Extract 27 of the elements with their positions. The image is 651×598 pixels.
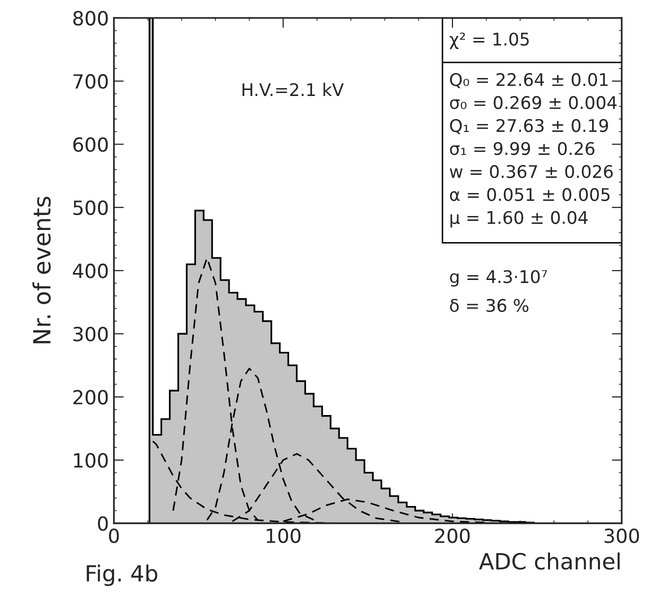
x-tick-label: 300 <box>604 528 639 544</box>
x-tick-label: 100 <box>266 528 300 544</box>
annotation: H.V.=2.1 kV <box>242 82 344 96</box>
y-tick-label: 800 <box>73 10 108 26</box>
annotation: σ₀ = 0.269 ± 0.004 <box>450 96 617 110</box>
caption: Fig. 4b <box>86 564 158 586</box>
y-tick-label: 700 <box>74 74 108 89</box>
annotation: Q₀ = 22.64 ± 0.01 <box>450 73 608 88</box>
x-tick-label: 0 <box>109 528 119 544</box>
annotation: g = 4.3·10⁷ <box>450 270 548 287</box>
annotation: δ = 36 % <box>450 298 528 312</box>
y-tick-label: 300 <box>73 326 108 342</box>
y-tick-label: 0 <box>98 516 108 531</box>
y-tick-label: 400 <box>72 264 108 278</box>
annotation: σ₁ = 9.99 ± 0.26 <box>450 142 594 156</box>
annotation: Q₁ = 27.63 ± 0.19 <box>450 118 608 134</box>
annotation: α = 0.051 ± 0.005 <box>450 188 610 202</box>
y-tick-label: 600 <box>73 137 108 152</box>
annotation: w = 0.367 ± 0.026 <box>450 164 613 178</box>
x-tick-label: 200 <box>435 528 470 544</box>
y-axis-title: Nr. of events <box>32 196 51 344</box>
y-tick-label: 200 <box>73 390 108 405</box>
y-tick-label: 500 <box>73 200 108 216</box>
x-axis-title: ADC channel <box>479 552 620 570</box>
y-tick-label: 100 <box>74 453 108 468</box>
annotation: μ = 1.60 ± 0.04 <box>450 210 588 228</box>
annotation: χ² = 1.05 <box>450 32 529 50</box>
